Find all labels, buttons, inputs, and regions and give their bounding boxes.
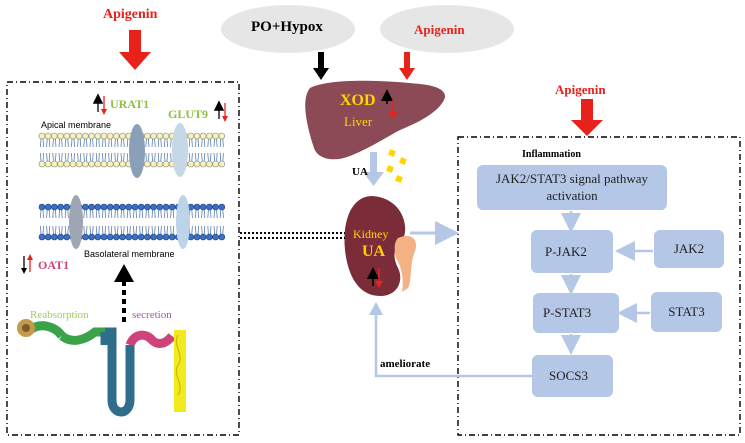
liver-to-kidney-arrow [363, 152, 384, 186]
p-jak2-box: P-JAK2 [531, 230, 613, 273]
apical-membrane-label: Apical membrane [41, 120, 112, 130]
right-apigenin-label: Apigenin [555, 82, 606, 97]
mid-apigenin-ellipse [380, 5, 514, 53]
liver-shape [305, 80, 445, 160]
mid-apigenin-label: Apigenin [414, 22, 465, 37]
left-apigenin-label: Apigenin [103, 7, 158, 22]
oat1-label: OAT1 [38, 258, 70, 272]
ua-flow-label: UA [352, 166, 368, 178]
stat3-box: STAT3 [651, 292, 722, 332]
reabsorption-label: Reabsorption [30, 309, 89, 321]
po-hypox-label: PO+Hypox [251, 19, 323, 35]
p-stat3-box: P-STAT3 [533, 293, 619, 333]
glut9-protein [172, 123, 188, 177]
kidney-shape [344, 196, 406, 296]
jak2-box: JAK2 [654, 230, 724, 268]
glut9-updown [213, 100, 228, 122]
xod-label: XOD [340, 92, 376, 109]
basolateral-membrane-label: Basolateral membrane [84, 249, 175, 259]
jak2-stat3-pathway-box: JAK2/STAT3 signal pathway activation [477, 165, 667, 210]
mid-apigenin-arrow [399, 52, 415, 80]
ameliorate-path [374, 312, 532, 378]
inflammation-title: Inflammation [522, 149, 581, 160]
right-apigenin-arrow [571, 99, 603, 136]
urat1-updown [92, 93, 107, 115]
oat1-updown [21, 254, 33, 274]
basolateral-protein [176, 195, 190, 249]
left-panel-border [6, 81, 240, 436]
left-apigenin-arrow [119, 30, 151, 70]
oat1-protein [69, 195, 83, 249]
liver-label: Liver [344, 114, 373, 129]
urat1-label: URAT1 [110, 97, 150, 111]
po-hypox-ellipse [221, 5, 355, 53]
apical-membrane [38, 132, 226, 168]
ameliorate-label: ameliorate [380, 358, 431, 370]
basolateral-membrane [38, 203, 226, 241]
secretion-label: secretion [132, 309, 172, 321]
urat1-protein [129, 124, 145, 178]
nephron [17, 319, 186, 417]
glut9-label: GLUT9 [168, 107, 209, 121]
kidney-label: Kidney [353, 227, 389, 241]
right-panel-border [457, 136, 741, 436]
kidney-ua-label: UA [362, 243, 386, 260]
po-hypox-arrow [313, 52, 329, 80]
socs3-box: SOCS3 [532, 355, 613, 397]
